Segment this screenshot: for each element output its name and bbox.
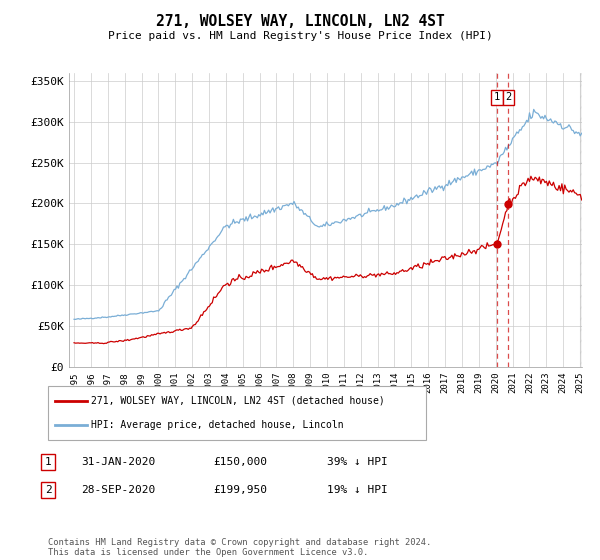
Text: £150,000: £150,000 [213,457,267,467]
Bar [580,73,582,367]
Text: 19% ↓ HPI: 19% ↓ HPI [327,485,388,495]
Text: £199,950: £199,950 [213,485,267,495]
Text: Price paid vs. HM Land Registry's House Price Index (HPI): Price paid vs. HM Land Registry's House … [107,31,493,41]
Text: 31-JAN-2020: 31-JAN-2020 [81,457,155,467]
Text: 271, WOLSEY WAY, LINCOLN, LN2 4ST (detached house): 271, WOLSEY WAY, LINCOLN, LN2 4ST (detac… [91,396,385,406]
Text: 2: 2 [44,485,52,495]
Text: HPI: Average price, detached house, Lincoln: HPI: Average price, detached house, Linc… [91,420,344,430]
Text: 271, WOLSEY WAY, LINCOLN, LN2 4ST: 271, WOLSEY WAY, LINCOLN, LN2 4ST [155,14,445,29]
Text: 39% ↓ HPI: 39% ↓ HPI [327,457,388,467]
Text: 1: 1 [44,457,52,467]
Text: 2: 2 [505,92,511,102]
Text: 1: 1 [494,92,500,102]
Text: Contains HM Land Registry data © Crown copyright and database right 2024.
This d: Contains HM Land Registry data © Crown c… [48,538,431,557]
Text: 28-SEP-2020: 28-SEP-2020 [81,485,155,495]
